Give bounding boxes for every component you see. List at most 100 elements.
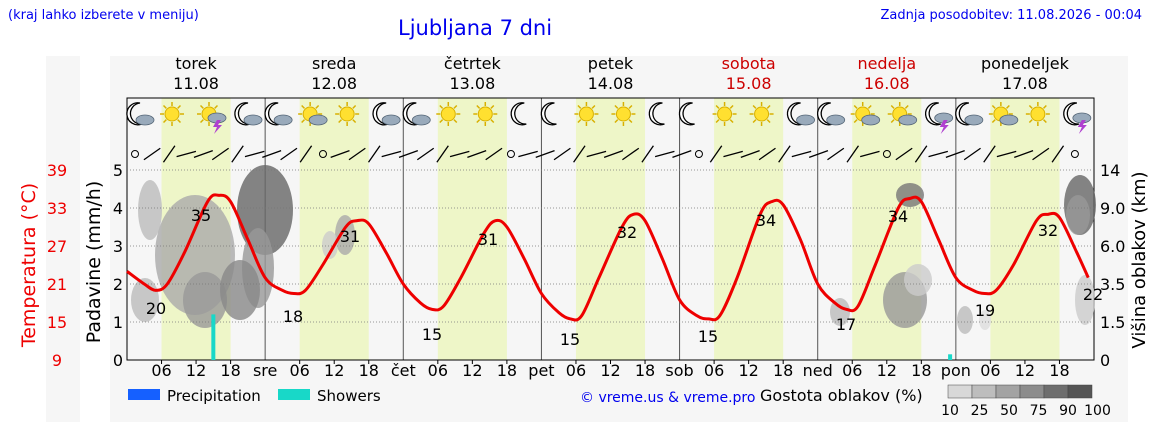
hour-label: 18: [635, 361, 655, 380]
temperature-label: 35: [191, 206, 211, 225]
precipitation-bars: [211, 314, 953, 360]
wind-barb-icon: [983, 145, 996, 163]
wind-barbs: [131, 145, 1079, 163]
moon-cloud-icon: [264, 102, 293, 126]
sun-icon: [611, 102, 636, 126]
cloud-patch: [1066, 195, 1090, 235]
hour-label: 18: [773, 361, 793, 380]
temperature-label: 32: [1038, 221, 1058, 240]
cloud-legend-tick: 25: [971, 403, 989, 419]
credit-link: © vreme.us & vreme.pro: [580, 390, 755, 406]
wind-barb-icon: [586, 150, 607, 158]
wind-barb-icon: [709, 145, 723, 163]
cloud-shape: [999, 114, 1019, 126]
sun-ray: [729, 104, 734, 109]
hour-label: 18: [1049, 361, 1069, 380]
cloud-height-tick-label: 14: [1100, 161, 1120, 180]
moon-cloud-icon: [234, 102, 263, 126]
wind-barb-icon: [416, 147, 435, 161]
wind-barb-icon: [553, 147, 571, 161]
moon-cloud-icon: [786, 102, 815, 126]
wind-barb-icon: [641, 145, 654, 163]
wind-barb-icon: [485, 147, 503, 161]
cloud-legend-swatch: [971, 384, 997, 399]
sun-disc: [717, 106, 733, 122]
sun-ray: [1005, 104, 1010, 109]
moon-thunder-icon: [924, 102, 954, 134]
cloud-shape: [826, 114, 846, 126]
temp-tick-label: 15: [47, 313, 67, 332]
sun-cloud-icon: [988, 102, 1019, 126]
wind-barb-icon: [244, 150, 265, 158]
temp-tick-label: 33: [47, 199, 67, 218]
daylight-band: [990, 98, 1060, 360]
sun-ray: [301, 119, 306, 124]
temperature-label: 15: [698, 327, 718, 346]
sun-ray: [614, 104, 619, 109]
sun-disc: [477, 106, 493, 122]
wind-barb-icon: [398, 149, 419, 159]
temperature-labels: 20 35 31 18 15 31 15 32 15 34 17 34 19 32 22: [146, 206, 1103, 349]
sun-ray: [1028, 104, 1033, 109]
sun-ray: [766, 104, 771, 109]
precip-tick-label: 2: [113, 275, 123, 294]
day-name: sreda: [312, 54, 356, 73]
last-update: Zadnja posodobitev: 11.08.2026 - 00:04: [880, 8, 1142, 23]
cloud-patch: [138, 180, 162, 240]
temperature-label: 32: [617, 223, 637, 242]
shower-bar: [211, 314, 216, 360]
cloud-patch: [335, 215, 355, 255]
cloud-patch: [957, 306, 973, 334]
calm-wind-icon: [131, 150, 139, 158]
daylight-band: [299, 98, 369, 360]
sun-ray: [490, 119, 495, 124]
sun-cloud-icon: [298, 102, 328, 126]
moon-shape: [510, 102, 527, 126]
cloud-patch: [1075, 275, 1095, 325]
hour-label: 12: [462, 361, 482, 380]
wind-barb-icon: [436, 145, 449, 163]
temperature-label: 22: [1083, 285, 1103, 304]
sun-ray: [766, 119, 771, 124]
legend-swatch: [128, 389, 160, 400]
moon-icon: [510, 102, 527, 126]
sun-ray: [352, 119, 357, 124]
day-name: petek: [588, 54, 634, 73]
sun-ray: [577, 119, 582, 124]
precip-tick-label: 0: [113, 351, 123, 370]
wind-barb-icon: [193, 149, 213, 159]
sun-ray: [991, 104, 996, 109]
sun-ray: [628, 104, 633, 109]
sun-ray: [890, 104, 895, 109]
cloud-shape: [796, 114, 815, 126]
wind-barb-icon: [162, 145, 176, 163]
wind-barb-icon: [299, 145, 313, 163]
cloud-height-tick-label: 6.0: [1100, 237, 1125, 256]
wind-barb-icon: [723, 150, 743, 158]
calm-wind-icon: [882, 150, 891, 158]
cloud-height-tick-label: 0: [1100, 351, 1110, 370]
sun-ray: [614, 119, 619, 124]
wind-barb-icon: [143, 147, 161, 161]
moon-cloud-icon: [955, 102, 984, 126]
sun-ray: [338, 119, 343, 124]
cloud-shape: [243, 114, 263, 126]
moon-shape: [648, 102, 665, 126]
moon-shape: [924, 102, 941, 126]
wind-barb-icon: [449, 150, 470, 158]
cloud-shape: [273, 114, 293, 126]
left-axis-panel: [46, 56, 80, 422]
hour-label: 06: [842, 361, 862, 380]
wind-barb-icon: [1032, 147, 1050, 161]
sun-ray: [890, 119, 895, 124]
sun-ray: [628, 119, 633, 124]
sun-ray: [338, 104, 343, 109]
hour-label: 06: [428, 361, 448, 380]
wind-barb-icon: [791, 150, 812, 158]
day-abbr-label: čet: [391, 361, 416, 380]
sun-disc: [578, 106, 594, 122]
day-date: 15.08: [726, 74, 772, 93]
sun-ray: [439, 104, 444, 109]
moon-shape: [1063, 102, 1080, 126]
